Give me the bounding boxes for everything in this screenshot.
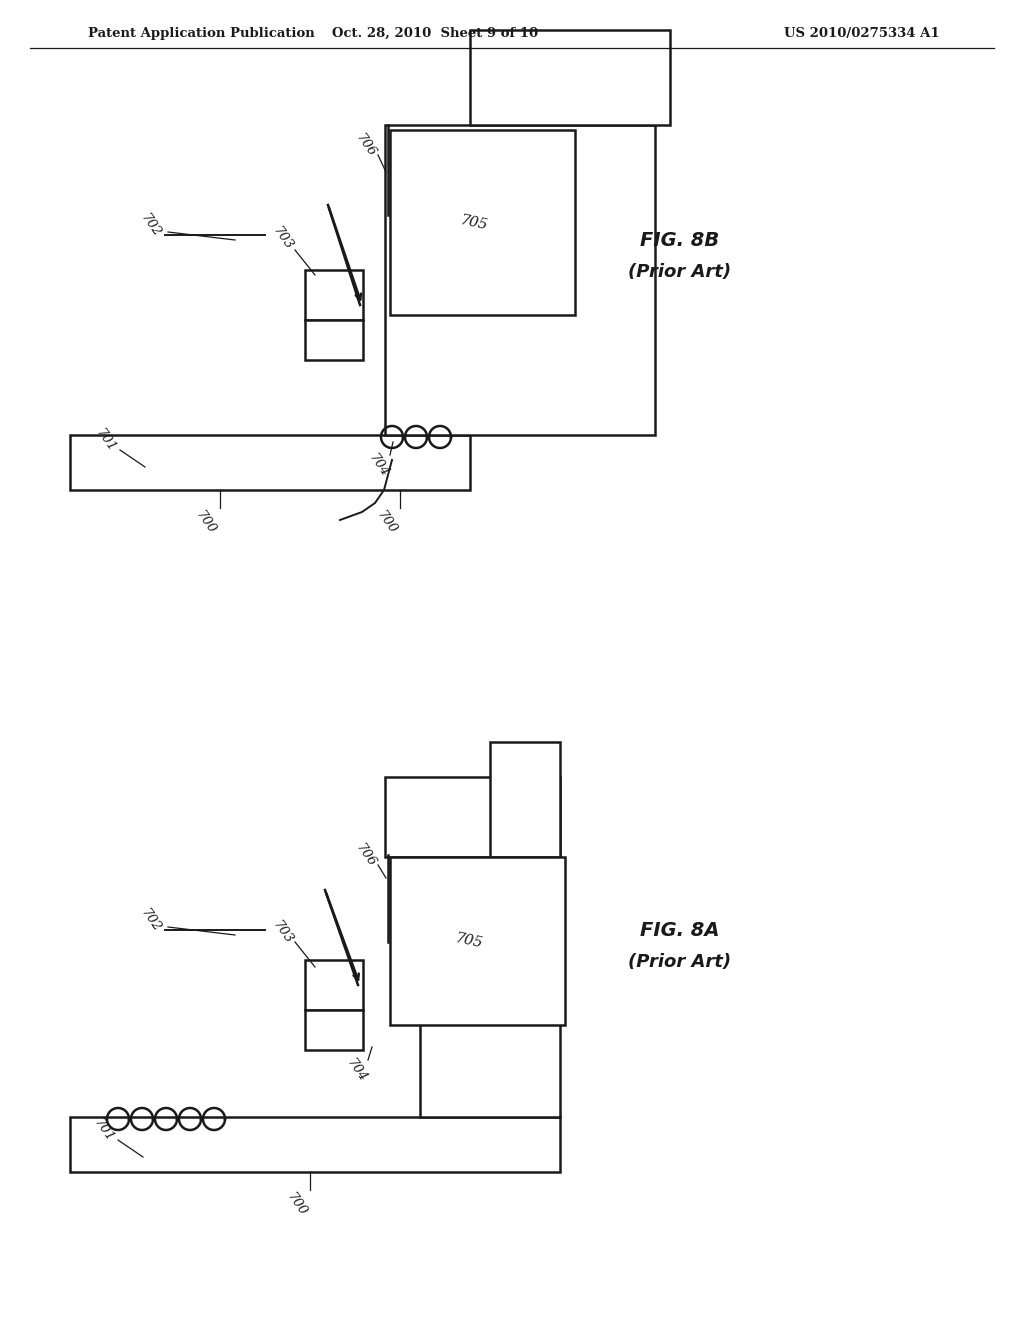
Text: 703: 703	[269, 224, 295, 252]
Bar	[470, 30, 670, 125]
Text: 700: 700	[374, 508, 398, 536]
Text: 700: 700	[284, 1191, 308, 1218]
Bar	[70, 436, 470, 490]
Bar	[420, 857, 560, 1117]
Text: 706: 706	[352, 841, 378, 869]
Text: 706: 706	[352, 131, 378, 158]
Text: 705: 705	[458, 213, 488, 232]
Bar	[390, 129, 575, 315]
Bar	[305, 960, 362, 1010]
Text: 701: 701	[92, 426, 118, 454]
Text: FIG. 8B: FIG. 8B	[640, 231, 720, 249]
Bar	[385, 125, 655, 436]
Text: (Prior Art): (Prior Art)	[629, 953, 731, 972]
Text: US 2010/0275334 A1: US 2010/0275334 A1	[784, 26, 940, 40]
Bar	[490, 742, 560, 857]
Text: 702: 702	[137, 906, 163, 935]
Bar	[390, 857, 565, 1026]
Text: 700: 700	[193, 508, 217, 536]
Text: 702: 702	[137, 211, 163, 239]
Text: 701: 701	[90, 1115, 116, 1144]
Bar	[305, 319, 362, 360]
Text: FIG. 8A: FIG. 8A	[640, 920, 720, 940]
Text: 703: 703	[269, 917, 295, 946]
Text: (Prior Art): (Prior Art)	[629, 263, 731, 281]
Bar	[305, 271, 362, 319]
Bar	[70, 1117, 560, 1172]
Text: Patent Application Publication: Patent Application Publication	[88, 26, 314, 40]
Bar	[385, 777, 560, 857]
Text: Oct. 28, 2010  Sheet 9 of 10: Oct. 28, 2010 Sheet 9 of 10	[332, 26, 538, 40]
Text: 704: 704	[366, 451, 390, 479]
Text: 705: 705	[454, 932, 483, 950]
Text: 704: 704	[343, 1056, 369, 1084]
Bar	[305, 1010, 362, 1049]
